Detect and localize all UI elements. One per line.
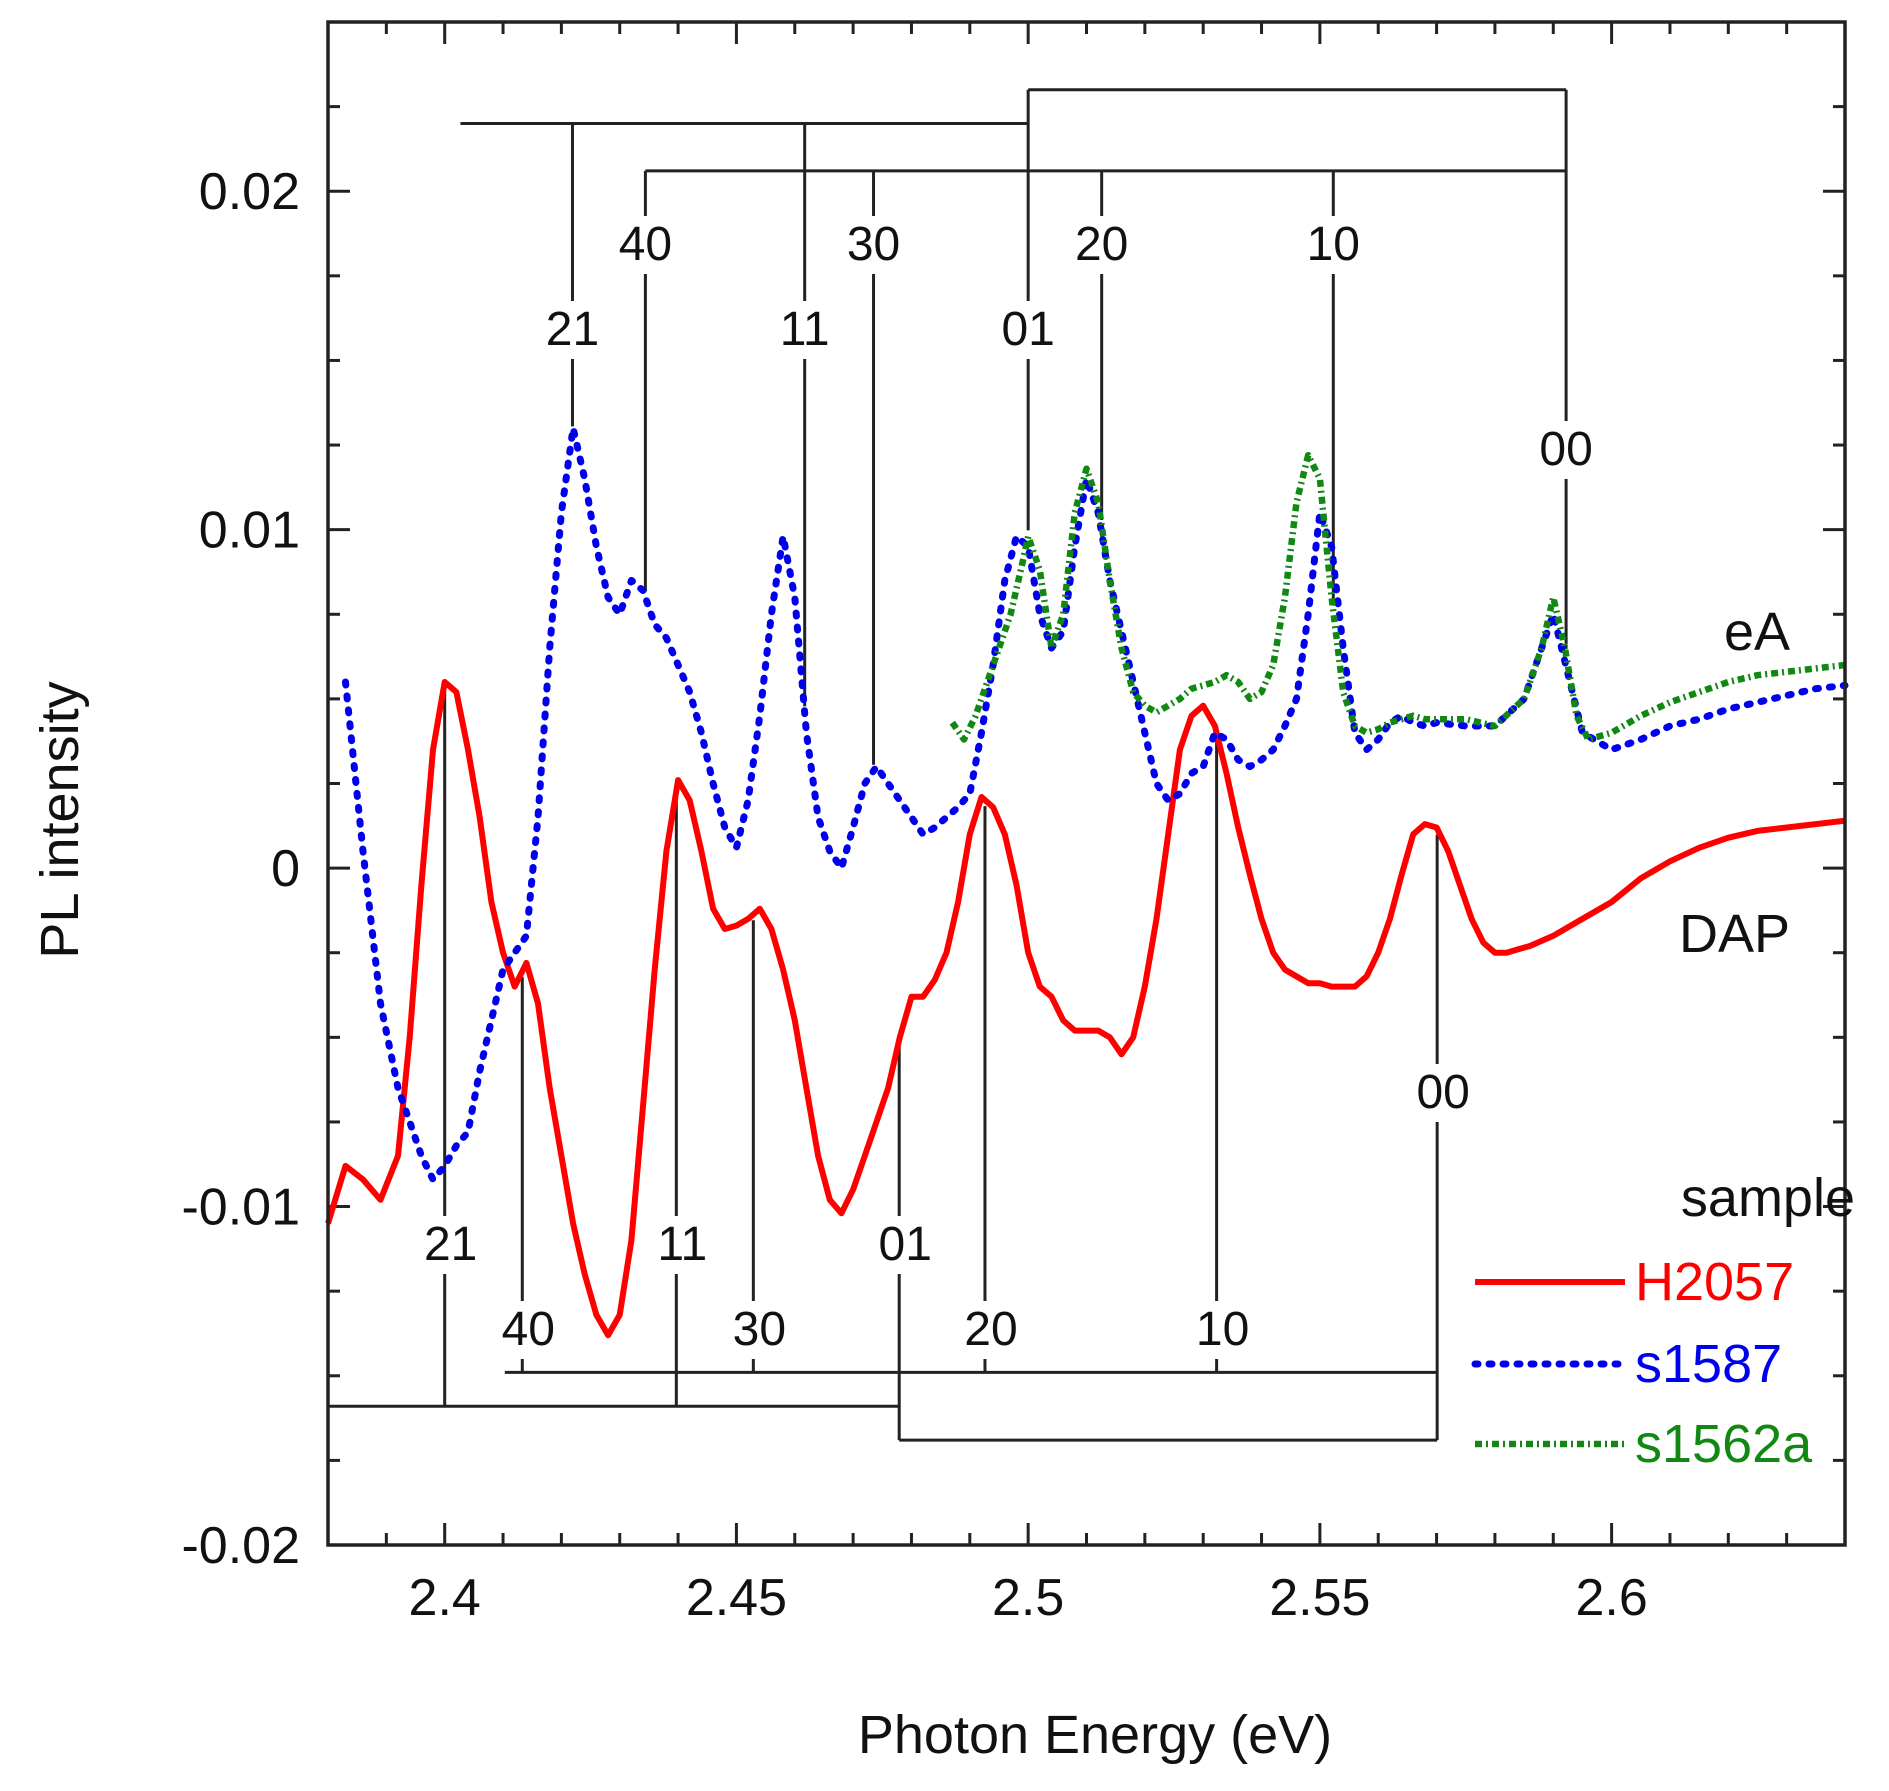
y-tick-label: 0.01 <box>199 502 300 560</box>
bottom-peak-label: 00 <box>1416 1066 1469 1119</box>
y-tick-label: 0.02 <box>199 163 300 221</box>
axis-ticks <box>326 20 1847 1547</box>
series-line-h2057 <box>325 679 1846 1339</box>
curve-tag-dap: DAP <box>1679 904 1790 964</box>
top-peak-label: 01 <box>1001 303 1054 356</box>
top-peak-label: 00 <box>1539 423 1592 476</box>
y-tick-label: 0 <box>271 840 300 898</box>
legend: sample H2057 s1587 s1562a <box>1471 1168 1855 1474</box>
top-peak-label: 30 <box>847 218 900 271</box>
x-tick-label: 2.45 <box>686 1569 787 1627</box>
labels-layer: 2.4 2.45 2.5 2.55 2.6 -0.02 -0.01 0 0.01 0.02 21 40… <box>181 163 1647 1627</box>
legend-label-h2057: H2057 <box>1635 1252 1794 1312</box>
bottom-peak-label: 21 <box>424 1218 477 1271</box>
assignment-lines <box>328 88 1568 1442</box>
top-peak-label: 11 <box>780 303 830 356</box>
x-tick-label: 2.6 <box>1575 1569 1647 1627</box>
legend-label-s1562a: s1562a <box>1635 1414 1813 1474</box>
y-tick-label: -0.02 <box>181 1517 300 1575</box>
top-peak-label: 10 <box>1307 218 1360 271</box>
plot-frame <box>326 20 1847 1547</box>
bottom-peak-label: 10 <box>1196 1303 1249 1356</box>
legend-label-s1587: s1587 <box>1635 1334 1782 1394</box>
top-peak-label: 40 <box>619 218 672 271</box>
x-tick-label: 2.55 <box>1269 1569 1370 1627</box>
bottom-peak-label: 20 <box>964 1303 1017 1356</box>
x-tick-label: 2.4 <box>409 1569 481 1627</box>
bottom-peak-label: 30 <box>733 1303 786 1356</box>
x-tick-label: 2.5 <box>992 1569 1064 1627</box>
series-layer <box>325 424 1849 1339</box>
top-peak-label: 20 <box>1075 218 1128 271</box>
series-line-s1562a <box>949 451 1846 743</box>
legend-title: sample <box>1681 1168 1855 1228</box>
bottom-peak-label: 01 <box>879 1218 932 1271</box>
bottom-peak-label: 40 <box>502 1303 555 1356</box>
bottom-peak-label: 11 <box>657 1218 707 1271</box>
y-tick-label: -0.01 <box>181 1179 300 1237</box>
y-axis-title: PL intensity <box>30 681 90 958</box>
top-peak-label: 21 <box>546 303 599 356</box>
curve-tag-ea: eA <box>1724 602 1790 662</box>
x-axis-title: Photon Energy (eV) <box>858 1705 1332 1765</box>
